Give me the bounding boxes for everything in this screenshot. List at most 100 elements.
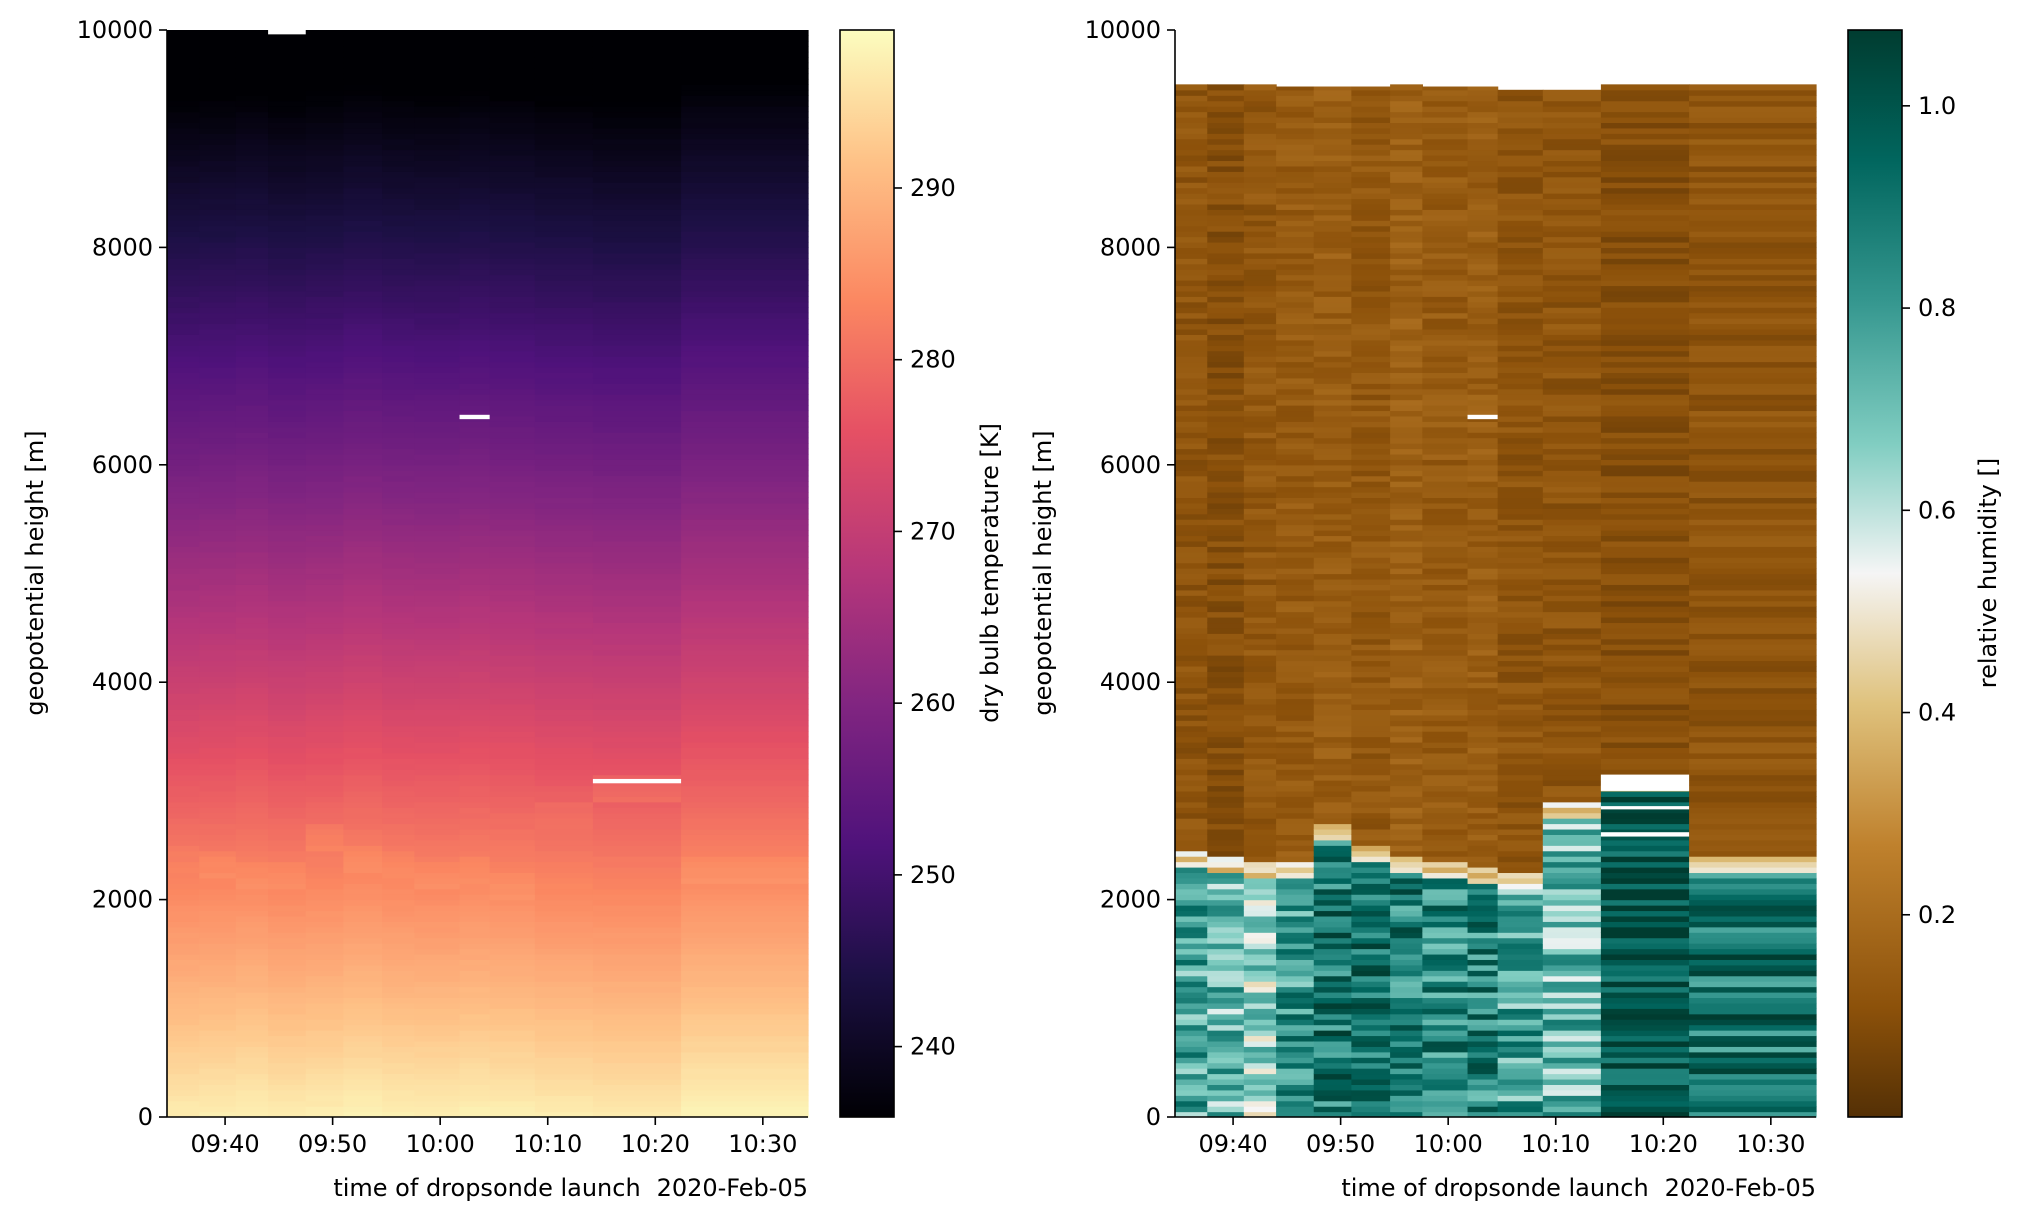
heatmap-cell [167, 992, 200, 999]
heatmap-cell [1243, 589, 1277, 596]
heatmap-cell [459, 426, 491, 433]
heatmap-cell [1276, 513, 1315, 520]
heatmap-cell [681, 937, 809, 944]
heatmap-cell [305, 383, 344, 390]
heatmap-cell [1243, 915, 1277, 922]
heatmap-cell [1422, 334, 1469, 341]
heatmap-cell [305, 280, 344, 287]
heatmap-cell [1175, 660, 1208, 667]
heatmap-cell [592, 769, 682, 776]
heatmap-cell [1422, 89, 1469, 96]
heatmap-cell [1542, 845, 1602, 852]
heatmap-cell [343, 747, 383, 754]
heatmap-cell [489, 741, 536, 749]
heatmap-cell [1276, 519, 1315, 526]
heatmap-cell [1243, 731, 1277, 738]
heatmap-cell [167, 943, 200, 950]
heatmap-cell [268, 144, 307, 151]
heatmap-cell [1351, 149, 1391, 156]
heatmap-cell [414, 584, 461, 591]
heatmap-cell [1422, 274, 1469, 281]
heatmap-cell [1313, 1013, 1352, 1020]
heatmap-cell [681, 296, 809, 303]
heatmap-cell [1243, 796, 1277, 803]
heatmap-cell [1497, 345, 1544, 352]
heatmap-cell [1467, 975, 1499, 982]
heatmap-cell [305, 350, 344, 357]
heatmap-cell [414, 877, 461, 884]
heatmap-cell [1542, 280, 1602, 287]
heatmap-cell [1175, 301, 1208, 308]
heatmap-cell [382, 622, 415, 629]
heatmap-cell [414, 1111, 461, 1118]
heatmap-cell [343, 600, 383, 607]
heatmap-cell [1542, 926, 1602, 933]
heatmap-cell [1313, 655, 1352, 662]
heatmap-cell [489, 30, 536, 37]
heatmap-cell [382, 937, 415, 944]
y-tick-label: 4000 [92, 668, 153, 696]
heatmap-cell [534, 144, 594, 151]
heatmap-cell [1276, 948, 1315, 955]
heatmap-cell [1542, 975, 1602, 982]
heatmap-cell [1600, 366, 1690, 373]
heatmap-cell [268, 410, 307, 417]
heatmap-cell [1497, 383, 1544, 390]
heatmap-cell [1175, 785, 1208, 792]
heatmap-cell [1175, 780, 1208, 787]
heatmap-cell [1175, 290, 1208, 297]
heatmap-cell [1351, 486, 1391, 493]
heatmap-cell [1243, 551, 1277, 558]
heatmap-cell [167, 334, 200, 341]
heatmap-cell [414, 432, 461, 439]
heatmap-cell [1467, 502, 1499, 509]
heatmap-cell [489, 209, 536, 216]
heatmap-cell [235, 111, 269, 118]
heatmap-cell [1542, 943, 1602, 950]
heatmap-cell [268, 198, 307, 205]
heatmap-cell [1351, 665, 1391, 672]
heatmap-cell [1422, 595, 1469, 602]
heatmap-cell [268, 421, 307, 428]
heatmap-cell [343, 959, 383, 966]
heatmap-cell [459, 769, 491, 776]
heatmap-cell [1390, 138, 1423, 145]
heatmap-cell [167, 948, 200, 955]
heatmap-cell [167, 845, 200, 852]
heatmap-cell [235, 1111, 269, 1118]
heatmap-cell [1313, 448, 1352, 455]
heatmap-cell [489, 1084, 536, 1091]
heatmap-cell [1313, 187, 1352, 194]
heatmap-cell [1390, 193, 1423, 200]
heatmap-cell [235, 1084, 269, 1091]
heatmap-cell [1422, 491, 1469, 499]
heatmap-cell [235, 774, 269, 781]
heatmap-cell [343, 323, 383, 330]
heatmap-cell [167, 709, 200, 716]
heatmap-cell [1351, 1100, 1391, 1107]
heatmap-cell [1467, 160, 1499, 167]
heatmap-cell [1276, 214, 1315, 221]
heatmap-cell [199, 122, 237, 129]
heatmap-cell [1542, 714, 1602, 721]
heatmap-cell [534, 959, 594, 966]
heatmap-cell [1276, 345, 1315, 352]
heatmap-cell [459, 589, 491, 596]
heatmap-cell [382, 155, 415, 162]
heatmap-cell [199, 1008, 237, 1015]
heatmap-cell [489, 693, 536, 700]
heatmap-cell [1600, 568, 1690, 575]
heatmap-cell [199, 372, 237, 379]
heatmap-cell [1276, 785, 1315, 792]
heatmap-cell [1390, 763, 1423, 770]
heatmap-cell [489, 443, 536, 450]
heatmap-cell [235, 301, 269, 308]
heatmap-cell [268, 557, 307, 564]
heatmap-cell [1243, 486, 1277, 493]
heatmap-cell [681, 589, 809, 596]
heatmap-cell [414, 850, 461, 857]
heatmap-cell [1390, 812, 1423, 819]
heatmap-cell [1422, 1035, 1469, 1042]
heatmap-cell [1351, 584, 1391, 591]
heatmap-cell [1542, 752, 1602, 759]
